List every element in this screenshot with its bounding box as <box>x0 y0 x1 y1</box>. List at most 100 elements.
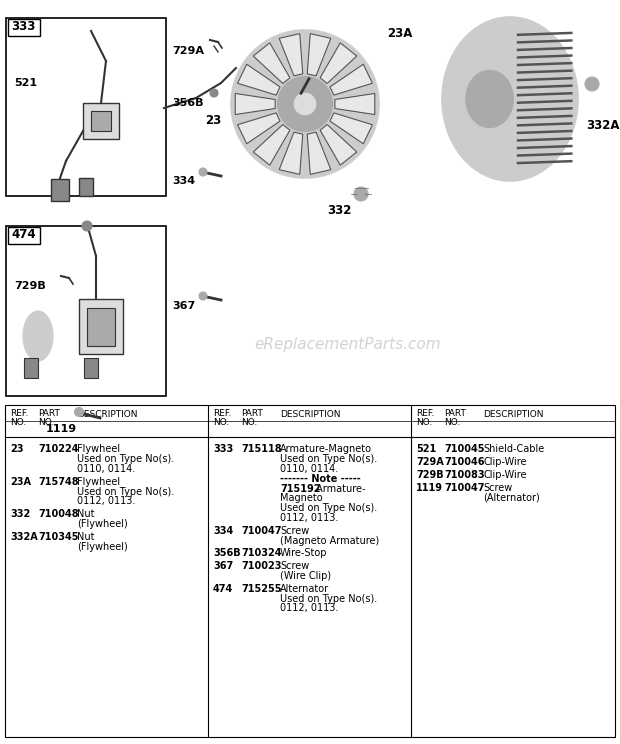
Circle shape <box>74 408 84 417</box>
Text: Used on Type No(s).: Used on Type No(s). <box>77 487 174 497</box>
Text: (Magneto Armature): (Magneto Armature) <box>280 536 379 545</box>
Text: Flywheel: Flywheel <box>77 444 120 455</box>
Text: Used on Type No(s).: Used on Type No(s). <box>280 455 378 464</box>
Bar <box>5 405 615 737</box>
Text: 0112, 0113.: 0112, 0113. <box>77 496 135 507</box>
Text: DESCRIPTION: DESCRIPTION <box>483 410 544 419</box>
Text: DESCRIPTION: DESCRIPTION <box>280 410 340 419</box>
Text: 474: 474 <box>11 228 35 241</box>
Polygon shape <box>253 43 290 83</box>
Ellipse shape <box>466 70 513 128</box>
Text: 715118: 715118 <box>241 444 281 455</box>
Bar <box>24 358 38 378</box>
Text: 333: 333 <box>213 444 233 455</box>
Text: 332A: 332A <box>10 532 38 542</box>
Text: Screw: Screw <box>483 483 513 493</box>
Bar <box>83 103 119 139</box>
Text: 710047: 710047 <box>241 526 281 536</box>
Text: (Alternator): (Alternator) <box>483 493 540 503</box>
Polygon shape <box>253 124 290 165</box>
Text: 23: 23 <box>205 114 221 127</box>
Bar <box>8 227 40 244</box>
Polygon shape <box>237 64 280 95</box>
Text: (Wire Clip): (Wire Clip) <box>280 571 331 581</box>
Circle shape <box>210 89 218 97</box>
Bar <box>79 299 123 354</box>
Text: 729B: 729B <box>416 470 444 480</box>
Text: 474: 474 <box>213 584 233 594</box>
Text: NO.: NO. <box>38 418 54 428</box>
Text: 715748: 715748 <box>38 477 79 487</box>
Bar <box>84 358 98 378</box>
Circle shape <box>199 168 207 176</box>
Circle shape <box>294 93 316 115</box>
Text: Armature-Magneto: Armature-Magneto <box>280 444 372 455</box>
Polygon shape <box>308 132 331 174</box>
Polygon shape <box>279 33 303 76</box>
Text: 710048: 710048 <box>38 510 79 519</box>
Text: eReplacementParts.com: eReplacementParts.com <box>254 337 441 352</box>
Bar <box>91 111 111 131</box>
Text: 715192: 715192 <box>280 484 321 494</box>
Circle shape <box>278 77 332 132</box>
Text: 23: 23 <box>10 444 24 455</box>
Text: Nut: Nut <box>77 510 94 519</box>
Text: Screw: Screw <box>280 561 309 571</box>
Text: Used on Type No(s).: Used on Type No(s). <box>280 594 378 603</box>
Circle shape <box>199 292 207 300</box>
Text: (Flywheel): (Flywheel) <box>77 542 128 552</box>
Text: (Flywheel): (Flywheel) <box>77 519 128 529</box>
Polygon shape <box>320 124 356 165</box>
Polygon shape <box>235 94 275 115</box>
Text: 715255: 715255 <box>241 584 281 594</box>
Text: 710224: 710224 <box>38 444 79 455</box>
Text: Clip-Wire: Clip-Wire <box>483 458 527 467</box>
Text: 521: 521 <box>14 78 37 88</box>
Text: NO.: NO. <box>10 418 26 428</box>
Text: REF.: REF. <box>10 409 29 418</box>
Bar <box>51 179 69 201</box>
Text: 23A: 23A <box>10 477 31 487</box>
Text: 710045: 710045 <box>445 444 485 455</box>
Text: Clip-Wire: Clip-Wire <box>483 470 527 480</box>
Text: 332A: 332A <box>586 119 619 132</box>
Text: 0112, 0113.: 0112, 0113. <box>280 513 339 523</box>
Bar <box>6 226 166 396</box>
Text: 1119: 1119 <box>416 483 443 493</box>
Ellipse shape <box>23 311 53 361</box>
Text: 334: 334 <box>172 176 195 186</box>
Text: 334: 334 <box>213 526 233 536</box>
Polygon shape <box>330 113 373 144</box>
Polygon shape <box>308 33 331 76</box>
Text: ------- Note -----: ------- Note ----- <box>280 474 361 484</box>
Polygon shape <box>335 94 374 115</box>
Text: 367: 367 <box>172 301 195 311</box>
Ellipse shape <box>442 17 578 181</box>
Bar <box>79 178 93 196</box>
Text: 0110, 0114.: 0110, 0114. <box>280 464 339 474</box>
Text: 729A: 729A <box>172 46 204 56</box>
Text: Flywheel: Flywheel <box>77 477 120 487</box>
Text: NO.: NO. <box>445 418 461 428</box>
Text: 710046: 710046 <box>445 458 485 467</box>
Text: 332: 332 <box>327 204 352 217</box>
Text: 710083: 710083 <box>445 470 485 480</box>
Text: PART: PART <box>241 409 263 418</box>
Text: REF.: REF. <box>416 409 435 418</box>
Text: NO.: NO. <box>416 418 433 428</box>
Text: REF.: REF. <box>213 409 231 418</box>
Text: Nut: Nut <box>77 532 94 542</box>
Text: DESCRIPTION: DESCRIPTION <box>77 410 138 419</box>
Text: Alternator: Alternator <box>280 584 329 594</box>
Text: Shield-Cable: Shield-Cable <box>483 444 544 455</box>
Text: 0112, 0113.: 0112, 0113. <box>280 603 339 614</box>
Bar <box>87 308 115 346</box>
Text: 710047: 710047 <box>445 483 485 493</box>
Bar <box>6 18 166 196</box>
Text: PART: PART <box>445 409 466 418</box>
Text: Magneto: Magneto <box>280 493 323 504</box>
Text: Screw: Screw <box>280 526 309 536</box>
Circle shape <box>354 187 368 201</box>
Text: Used on Type No(s).: Used on Type No(s). <box>280 503 378 513</box>
Text: Used on Type No(s).: Used on Type No(s). <box>77 455 174 464</box>
